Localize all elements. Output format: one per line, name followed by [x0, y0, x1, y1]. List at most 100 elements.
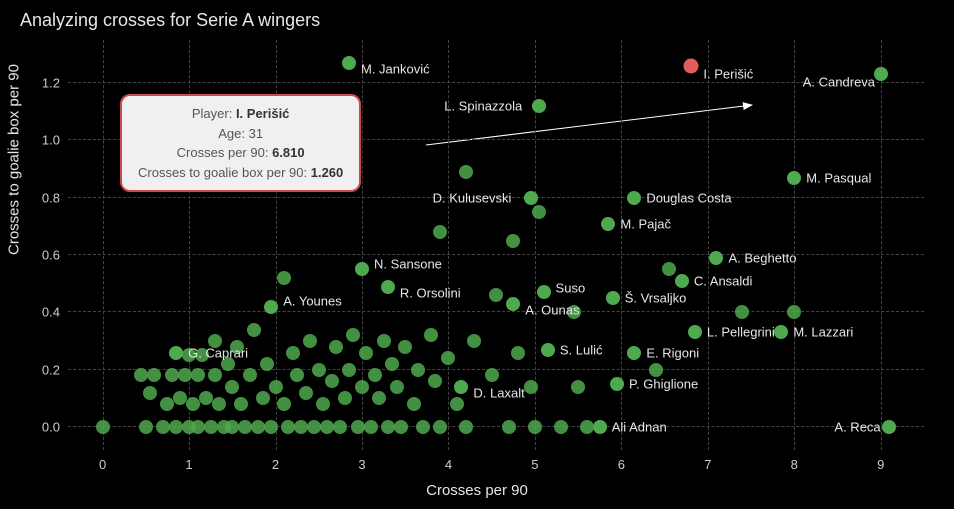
data-point[interactable]: [325, 374, 339, 388]
data-point[interactable]: [225, 380, 239, 394]
data-point[interactable]: [281, 420, 295, 434]
data-point[interactable]: [390, 380, 404, 394]
data-point[interactable]: [528, 420, 542, 434]
data-point[interactable]: [675, 274, 689, 288]
data-point[interactable]: [416, 420, 430, 434]
data-point[interactable]: [381, 280, 395, 294]
data-point[interactable]: [502, 420, 516, 434]
data-point[interactable]: [96, 420, 110, 434]
data-point[interactable]: [264, 420, 278, 434]
data-point[interactable]: [333, 420, 347, 434]
data-point[interactable]: [787, 305, 801, 319]
data-point[interactable]: [247, 323, 261, 337]
data-point[interactable]: [524, 191, 538, 205]
data-point[interactable]: [428, 374, 442, 388]
data-point[interactable]: [372, 391, 386, 405]
data-point[interactable]: [874, 67, 888, 81]
data-point[interactable]: [537, 285, 551, 299]
data-point[interactable]: [364, 420, 378, 434]
data-point[interactable]: [424, 328, 438, 342]
data-point[interactable]: [359, 346, 373, 360]
data-point[interactable]: [139, 420, 153, 434]
data-point[interactable]: [173, 391, 187, 405]
data-point[interactable]: [459, 420, 473, 434]
data-point[interactable]: [411, 363, 425, 377]
data-point[interactable]: [178, 368, 192, 382]
data-point[interactable]: [459, 165, 473, 179]
data-point[interactable]: [342, 363, 356, 377]
data-point[interactable]: [320, 420, 334, 434]
data-point[interactable]: [368, 368, 382, 382]
data-point[interactable]: [433, 225, 447, 239]
data-point[interactable]: [338, 391, 352, 405]
data-point[interactable]: [165, 368, 179, 382]
data-point[interactable]: [186, 397, 200, 411]
data-point[interactable]: [554, 420, 568, 434]
data-point[interactable]: [256, 391, 270, 405]
data-point[interactable]: [662, 262, 676, 276]
data-point[interactable]: [649, 363, 663, 377]
data-point[interactable]: [234, 397, 248, 411]
data-point[interactable]: [688, 325, 702, 339]
data-point[interactable]: [346, 328, 360, 342]
data-point[interactable]: [787, 171, 801, 185]
data-point[interactable]: [204, 420, 218, 434]
data-point[interactable]: [307, 420, 321, 434]
data-point[interactable]: [191, 368, 205, 382]
data-point-highlighted[interactable]: [684, 58, 699, 73]
data-point[interactable]: [342, 56, 356, 70]
data-point[interactable]: [571, 380, 585, 394]
data-point[interactable]: [606, 291, 620, 305]
data-point[interactable]: [398, 340, 412, 354]
data-point[interactable]: [312, 363, 326, 377]
data-point[interactable]: [407, 397, 421, 411]
data-point[interactable]: [294, 420, 308, 434]
data-point[interactable]: [580, 420, 594, 434]
data-point[interactable]: [199, 391, 213, 405]
data-point[interactable]: [610, 377, 624, 391]
data-point[interactable]: [524, 380, 538, 394]
data-point[interactable]: [208, 368, 222, 382]
data-point[interactable]: [450, 397, 464, 411]
data-point[interactable]: [511, 346, 525, 360]
data-point[interactable]: [260, 357, 274, 371]
data-point[interactable]: [532, 99, 546, 113]
data-point[interactable]: [381, 420, 395, 434]
data-point[interactable]: [160, 397, 174, 411]
data-point[interactable]: [286, 346, 300, 360]
data-point[interactable]: [147, 368, 161, 382]
data-point[interactable]: [225, 420, 239, 434]
data-point[interactable]: [264, 300, 278, 314]
data-point[interactable]: [541, 343, 555, 357]
data-point[interactable]: [316, 397, 330, 411]
data-point[interactable]: [238, 420, 252, 434]
data-point[interactable]: [601, 217, 615, 231]
data-point[interactable]: [277, 397, 291, 411]
data-point[interactable]: [627, 346, 641, 360]
data-point[interactable]: [169, 420, 183, 434]
data-point[interactable]: [156, 420, 170, 434]
data-point[interactable]: [441, 351, 455, 365]
data-point[interactable]: [243, 368, 257, 382]
data-point[interactable]: [627, 191, 641, 205]
data-point[interactable]: [329, 340, 343, 354]
data-point[interactable]: [269, 380, 283, 394]
data-point[interactable]: [394, 420, 408, 434]
data-point[interactable]: [593, 420, 607, 434]
data-point[interactable]: [506, 297, 520, 311]
data-point[interactable]: [303, 334, 317, 348]
data-point[interactable]: [251, 420, 265, 434]
data-point[interactable]: [489, 288, 503, 302]
data-point[interactable]: [299, 386, 313, 400]
data-point[interactable]: [454, 380, 468, 394]
data-point[interactable]: [290, 368, 304, 382]
data-point[interactable]: [485, 368, 499, 382]
data-point[interactable]: [351, 420, 365, 434]
data-point[interactable]: [355, 380, 369, 394]
data-point[interactable]: [143, 386, 157, 400]
data-point[interactable]: [277, 271, 291, 285]
data-point[interactable]: [532, 205, 546, 219]
data-point[interactable]: [735, 305, 749, 319]
data-point[interactable]: [377, 334, 391, 348]
data-point[interactable]: [882, 420, 896, 434]
